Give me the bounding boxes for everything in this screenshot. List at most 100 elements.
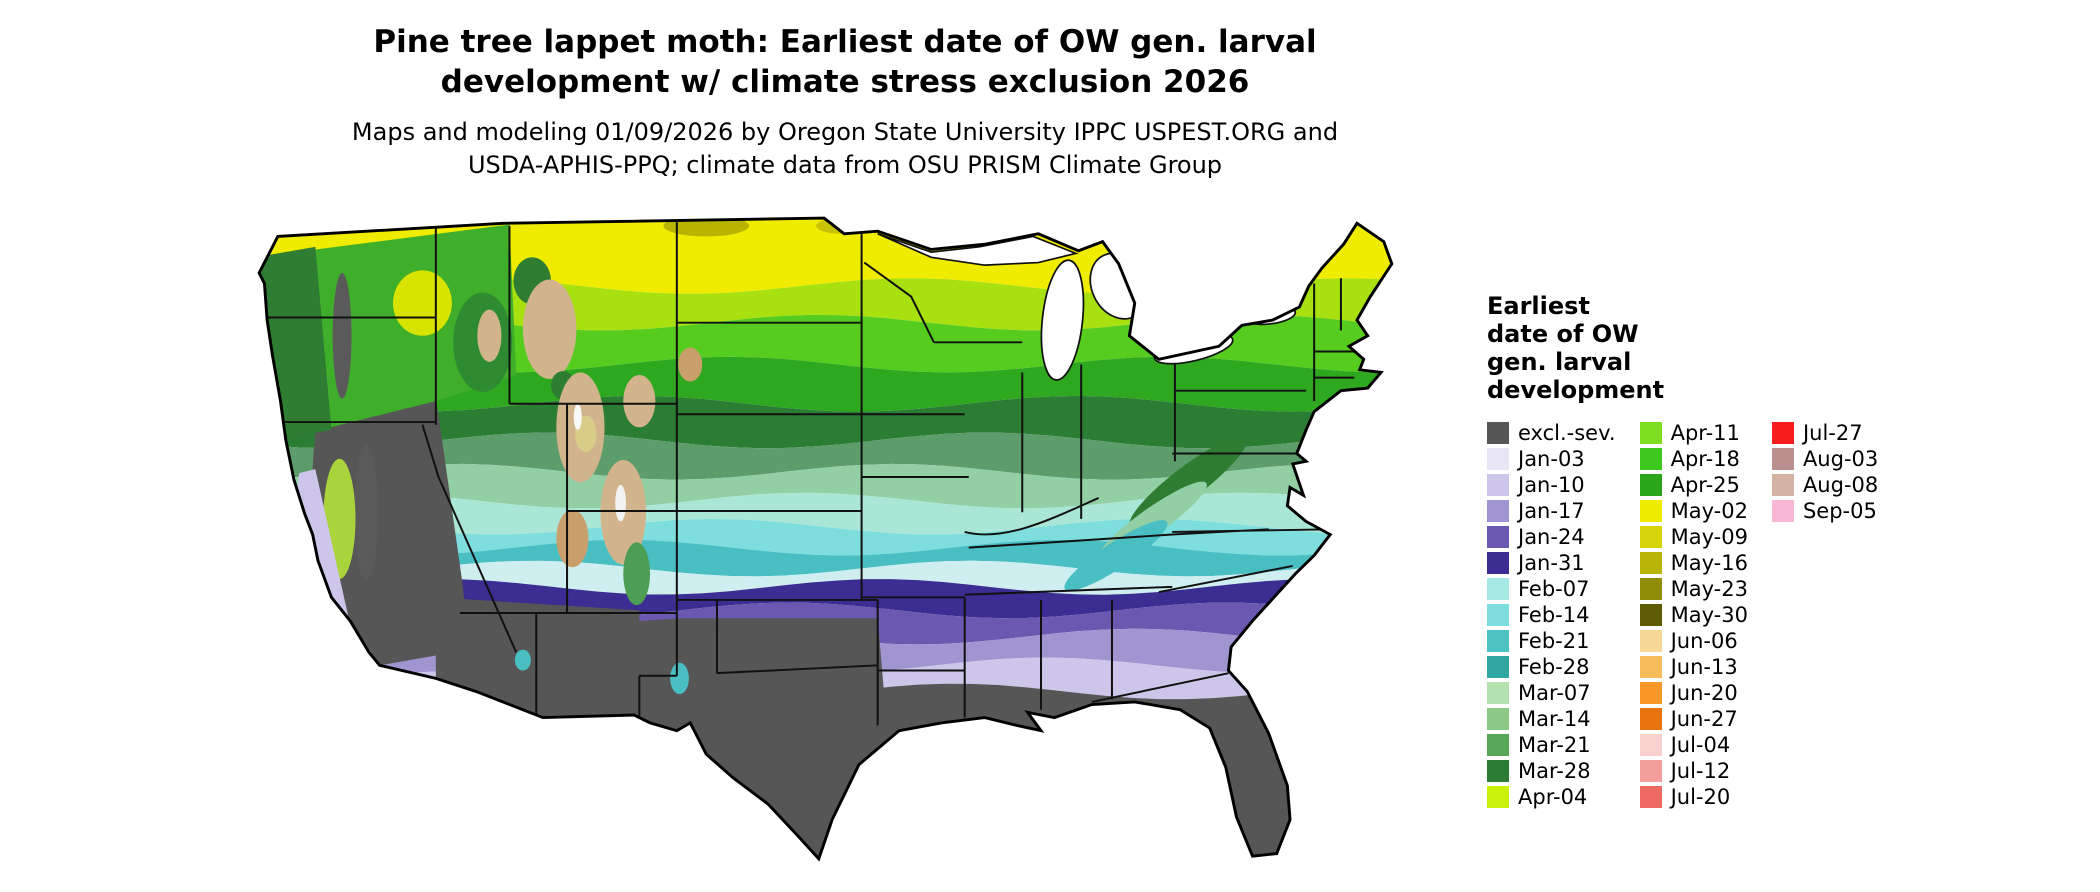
legend-label: Jul-20: [1670, 785, 1731, 809]
legend-label: Jan-03: [1518, 447, 1585, 471]
map-legend: Earliest date of OW gen. larval developm…: [1487, 292, 2067, 810]
legend-row: Jan-31: [1487, 550, 1616, 576]
region-montana-rockies-tan: [522, 279, 577, 379]
legend-title-line-2: date of OW: [1487, 320, 1639, 348]
legend-row: May-30: [1639, 602, 1748, 628]
region-east-washington-yellow: [392, 270, 452, 336]
legend-swatch: [1639, 526, 1662, 548]
legend-label: Mar-28: [1518, 759, 1591, 783]
legend-label: Sep-05: [1802, 499, 1877, 523]
legend-swatch: [1487, 734, 1509, 756]
region-south-utah-tan: [556, 509, 589, 568]
legend-label: Feb-07: [1518, 577, 1590, 601]
legend-label: Feb-28: [1518, 655, 1590, 679]
legend-swatch: [1639, 630, 1662, 652]
legend-column: excl.-sev. Jan-03 Jan-10 Jan-17 Jan-24 Jan-31…: [1487, 420, 1616, 810]
legend-label: excl.-sev.: [1518, 421, 1616, 445]
legend-label: Jun-13: [1670, 655, 1738, 679]
legend-swatch: [1639, 474, 1662, 496]
legend-swatch: [1487, 500, 1509, 522]
legend-swatch: [1639, 448, 1662, 470]
legend-row: Feb-21: [1487, 628, 1616, 654]
state-borders: [259, 220, 1366, 726]
legend-label: May-02: [1670, 499, 1748, 523]
map-header: Pine tree lappet moth: Earliest date of …: [0, 22, 1690, 182]
legend-swatch: [1639, 734, 1662, 756]
legend-label: May-09: [1670, 525, 1748, 549]
legend-swatch: [1487, 760, 1509, 782]
region-sierra-gray: [354, 444, 379, 581]
legend-row: Jun-13: [1639, 654, 1748, 680]
legend-title: Earliest date of OW gen. larval developm…: [1487, 292, 2067, 404]
legend-row: Apr-04: [1487, 784, 1616, 810]
legend-title-line-3: gen. larval: [1487, 348, 1632, 376]
legend-row: Jul-12: [1639, 758, 1748, 784]
legend-row: Jan-03: [1487, 446, 1616, 472]
legend-label: Apr-04: [1518, 785, 1588, 809]
legend-label: Jan-10: [1518, 473, 1585, 497]
legend-swatch: [1487, 526, 1509, 548]
legend-label: Jun-27: [1670, 707, 1738, 731]
legend-row: Jan-10: [1487, 472, 1616, 498]
legend-label: Aug-03: [1802, 447, 1879, 471]
legend-swatch: [1487, 474, 1509, 496]
legend-row: Sep-05: [1771, 498, 1878, 524]
map-subtitle: Maps and modeling 01/09/2026 by Oregon S…: [0, 116, 1690, 182]
map-date-band: [259, 463, 1392, 509]
legend-row: Mar-07: [1487, 680, 1616, 706]
map-date-band: [259, 395, 1392, 449]
legend-title-line-4: development: [1487, 376, 1665, 404]
legend-row: May-02: [1639, 498, 1748, 524]
subtitle-line-2: USDA-APHIS-PPQ; climate data from OSU PR…: [467, 151, 1223, 179]
legend-row: Mar-28: [1487, 758, 1616, 784]
legend-row: Jul-27: [1771, 420, 1878, 446]
legend-row: May-16: [1639, 550, 1748, 576]
legend-row: Jan-17: [1487, 498, 1616, 524]
legend-swatch: [1639, 708, 1662, 730]
region-wyoming-snow-tip: [573, 403, 582, 430]
legend-row: Feb-28: [1487, 654, 1616, 680]
legend-swatch: [1487, 708, 1509, 730]
legend-label: Jul-12: [1670, 759, 1731, 783]
legend-swatch: [1639, 500, 1662, 522]
legend-label: Jul-27: [1802, 421, 1863, 445]
legend-label: Mar-21: [1518, 733, 1591, 757]
legend-label: Mar-07: [1518, 681, 1591, 705]
map-date-band: [259, 356, 1392, 412]
page-title-line-1: Pine tree lappet moth: Earliest date of …: [373, 24, 1317, 60]
legend-swatch: [1487, 448, 1509, 470]
region-north-newmexico-green: [623, 542, 651, 606]
legend-label: Jun-06: [1670, 629, 1738, 653]
legend-row: Jun-27: [1639, 706, 1748, 732]
region-texas-excluded: [435, 618, 901, 859]
region-bighorn-tan: [623, 375, 656, 428]
legend-swatch: [1771, 500, 1794, 522]
legend-label: Jul-04: [1670, 733, 1731, 757]
legend-swatch: [1771, 474, 1794, 496]
legend-swatch: [1487, 578, 1509, 600]
legend-row: May-09: [1639, 524, 1748, 550]
legend-row: Jul-20: [1639, 784, 1748, 810]
us-map-container: [235, 205, 1440, 885]
legend-swatch: [1771, 422, 1794, 444]
legend-row: Jan-24: [1487, 524, 1616, 550]
region-se-arizona-teal: [514, 649, 531, 671]
legend-row: Jul-04: [1639, 732, 1748, 758]
legend-row: Mar-21: [1487, 732, 1616, 758]
legend-grid: excl.-sev. Jan-03 Jan-10 Jan-17 Jan-24 Jan-31…: [1487, 420, 2067, 810]
subtitle-line-1: Maps and modeling 01/09/2026 by Oregon S…: [351, 118, 1339, 146]
legend-row: Apr-25: [1639, 472, 1748, 498]
legend-row: excl.-sev.: [1487, 420, 1616, 446]
region-appalachians-teal: [1064, 520, 1168, 591]
legend-swatch: [1639, 786, 1662, 808]
legend-label: May-23: [1670, 577, 1748, 601]
legend-row: Feb-14: [1487, 602, 1616, 628]
legend-row: May-23: [1639, 576, 1748, 602]
legend-label: Aug-08: [1802, 473, 1879, 497]
legend-swatch: [1639, 578, 1662, 600]
region-cascades-gray: [332, 273, 352, 399]
region-black-hills-tan: [678, 347, 703, 382]
legend-label: Apr-18: [1670, 447, 1740, 471]
legend-swatch: [1487, 786, 1509, 808]
legend-label: Jun-20: [1670, 681, 1738, 705]
